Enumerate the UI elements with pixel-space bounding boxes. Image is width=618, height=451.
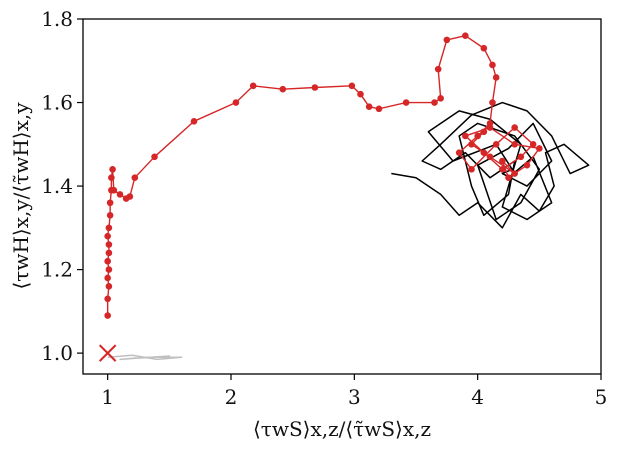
data-point (486, 124, 494, 131)
data-point (480, 128, 488, 136)
data-point (468, 166, 475, 173)
y-axis-label: ⟨τwH⟩x,y/⟨τ̃wH⟩x,y (9, 102, 33, 290)
data-point (131, 174, 139, 182)
data-point (455, 149, 463, 156)
data-point (105, 224, 113, 232)
y-tick-label: 1.2 (41, 258, 73, 282)
data-point (462, 32, 469, 40)
data-point (489, 61, 496, 69)
data-point (105, 266, 113, 273)
data-point (105, 249, 113, 257)
x-tick-label: 5 (595, 385, 608, 409)
start-marker (98, 344, 117, 362)
data-point (105, 241, 113, 248)
data-point (523, 161, 531, 169)
data-point (106, 211, 114, 219)
y-tick-label: 1.6 (41, 91, 73, 115)
data-point (511, 170, 518, 177)
data-point (232, 99, 240, 106)
data-point (517, 153, 525, 161)
data-point (443, 36, 451, 44)
data-point (357, 90, 364, 98)
data-point (126, 193, 134, 200)
data-point (190, 118, 198, 125)
data-point (116, 191, 124, 198)
data-point (474, 132, 481, 140)
data-point (104, 312, 111, 319)
data-point (108, 174, 115, 182)
x-tick-label: 3 (348, 385, 361, 409)
data-point (311, 84, 319, 91)
series-line (106, 35, 541, 316)
data-point (511, 140, 518, 148)
data-point (489, 99, 496, 106)
data-point (492, 74, 500, 81)
data-point (106, 199, 114, 207)
plot-frame (82, 18, 602, 375)
data-point (462, 132, 469, 140)
data-point (480, 44, 488, 52)
data-point (104, 232, 111, 240)
y-tick-label: 1.8 (41, 7, 73, 31)
data-point (104, 274, 111, 282)
data-point (279, 85, 287, 93)
data-point (499, 157, 506, 165)
data-point (402, 99, 410, 106)
x-axis-label: ⟨τwS⟩x,z/⟨τ̃wS⟩x,z (253, 417, 431, 441)
data-point (468, 140, 475, 148)
series-line (391, 101, 590, 229)
x-tick-label: 4 (471, 385, 484, 409)
x-tick-label: 1 (101, 385, 114, 409)
data-point (529, 140, 537, 148)
data-point (105, 282, 113, 290)
data-point (536, 145, 543, 152)
data-point (110, 186, 118, 194)
data-point (499, 166, 506, 173)
data-point (365, 103, 373, 111)
x-tick-label: 2 (225, 385, 238, 409)
data-point (104, 257, 111, 265)
data-point (375, 105, 383, 113)
data-point (104, 295, 111, 303)
data-point (511, 124, 518, 131)
y-tick-label: 1.0 (41, 341, 73, 365)
data-point (249, 82, 257, 90)
data-point (437, 95, 444, 102)
series-line (107, 354, 183, 361)
y-tick-label: 1.4 (41, 174, 73, 198)
data-point (348, 82, 356, 90)
data-point (109, 166, 116, 173)
data-point (486, 153, 494, 161)
data-point (431, 99, 438, 106)
data-point (434, 65, 442, 73)
data-point (480, 149, 488, 156)
data-point (151, 153, 158, 161)
data-point (505, 174, 512, 182)
data-point (492, 140, 500, 148)
